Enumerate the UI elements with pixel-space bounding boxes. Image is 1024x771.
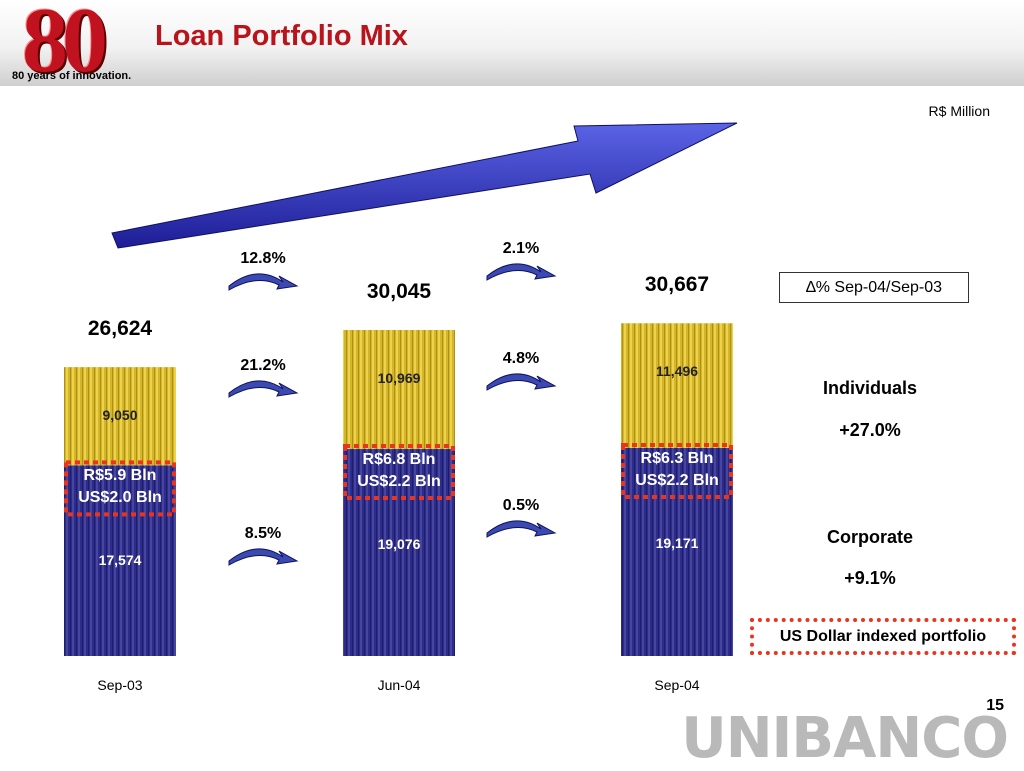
change-arrow-icon (228, 548, 299, 566)
usd-indexed-legend: US Dollar indexed portfolio (750, 618, 1016, 655)
slide-header: 80 80 years of innovation. Loan Portfoli… (0, 0, 1024, 86)
usd-indexed-box (621, 442, 733, 499)
slide-title: Loan Portfolio Mix (155, 20, 408, 52)
change-label-individuals: 4.8% (502, 350, 540, 367)
usd-indexed-box (343, 444, 455, 501)
x-tick-label: Jun-04 (377, 677, 421, 693)
usd-indexed-box (64, 460, 176, 517)
total-label: 30,667 (644, 273, 710, 297)
bar-corporate (343, 449, 455, 656)
x-tick-label: Sep-04 (654, 677, 700, 693)
individuals-value-label: 11,496 (655, 363, 699, 380)
trend-arrow (111, 122, 738, 249)
page-number: 15 (986, 697, 1004, 714)
corporate-label: Corporate (826, 527, 913, 547)
corporate-growth: +9.1% (844, 568, 896, 588)
x-tick-label: Sep-03 (97, 677, 143, 693)
logo-tagline: 80 years of innovation. (12, 70, 132, 82)
bar-individuals (64, 367, 176, 466)
unit-label: R$ Million (928, 103, 990, 119)
total-label: 30,045 (366, 280, 432, 303)
change-arrow-icon (228, 380, 299, 398)
individuals-value-label: 10,969 (377, 370, 421, 386)
change-arrow-icon (486, 373, 557, 391)
bar-corporate (621, 447, 733, 656)
usd-indexed-brl-label: R$6.8 Bln (362, 451, 436, 469)
change-arrow-icon (486, 263, 557, 281)
individuals-value-label: 9,050 (102, 407, 138, 424)
usd-indexed-usd-label: US$2.2 Bln (635, 471, 719, 489)
bar-individuals (343, 330, 455, 450)
anniversary-logo: 80 (22, 0, 108, 91)
change-label-corporate: 8.5% (244, 525, 282, 542)
change-label-total: 2.1% (502, 240, 540, 257)
change-label-corporate: 0.5% (502, 497, 540, 514)
change-label-total: 12.8% (240, 250, 286, 267)
individuals-label: Individuals (822, 378, 918, 398)
change-label-individuals: 21.2% (240, 357, 286, 374)
individuals-growth: +27.0% (839, 420, 901, 440)
usd-indexed-usd-label: US$2.0 Bln (78, 489, 162, 507)
usd-indexed-usd-label: US$2.2 Bln (357, 473, 441, 491)
delta-legend: ∆% Sep-04/Sep-03 (779, 272, 969, 303)
total-label: 26,624 (87, 317, 153, 341)
corporate-value-label: 19,076 (377, 536, 421, 553)
corporate-value-label: 19,171 (655, 534, 699, 551)
bar-individuals (621, 323, 733, 448)
unibanco-logo: UNIBANCO (681, 706, 1009, 771)
change-arrow-icon (228, 273, 299, 291)
usd-indexed-brl-label: R$5.9 Bln (83, 467, 157, 485)
usd-indexed-brl-label: R$6.3 Bln (640, 449, 714, 467)
bar-corporate (64, 465, 176, 656)
change-arrow-icon (486, 520, 557, 538)
corporate-value-label: 17,574 (98, 552, 142, 569)
